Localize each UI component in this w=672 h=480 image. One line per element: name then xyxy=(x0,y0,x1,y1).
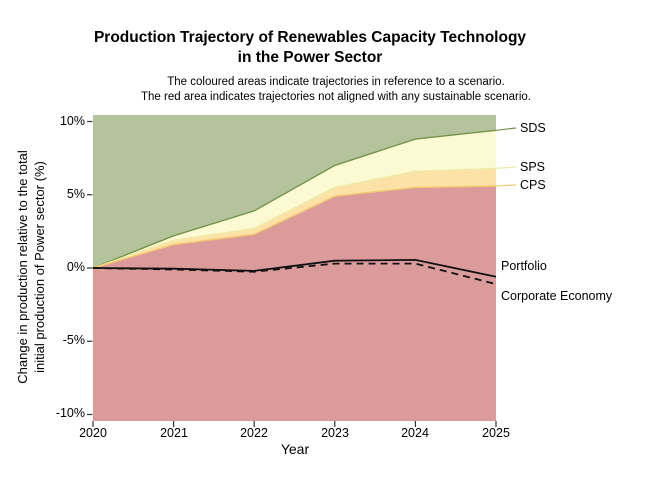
line-sds-boundary xyxy=(92,129,497,269)
x-tick-label-2022: 2022 xyxy=(240,426,268,440)
x-axis-title: Year xyxy=(280,441,310,457)
chart-subtitle: The coloured areas indicate trajectories… xyxy=(0,75,672,105)
y-tick-label-neg5: -5% xyxy=(62,333,85,347)
y-axis-title-line1: Change in production relative to the tot… xyxy=(15,150,30,384)
area-sps-aligned xyxy=(93,130,496,268)
y-tick-label-10: 10% xyxy=(59,114,85,128)
x-tick-label-2021: 2021 xyxy=(160,426,188,440)
chart-subtitle-line1: The coloured areas indicate trajectories… xyxy=(167,76,505,88)
x-tick-label-2025: 2025 xyxy=(482,426,510,440)
line-portfolio xyxy=(92,258,497,278)
line-corporate-economy xyxy=(92,262,497,285)
y-tick-label-5: 5% xyxy=(66,187,85,201)
x-tick-label-2023: 2023 xyxy=(321,426,349,440)
line-sps-boundary xyxy=(92,167,497,269)
y-tick-label-neg10: -10% xyxy=(55,406,85,420)
chart-title-line1: Production Trajectory of Renewables Capa… xyxy=(93,29,527,46)
legend-label-corporate-economy: Corporate Economy xyxy=(501,289,613,303)
x-tick-label-2024: 2024 xyxy=(401,426,429,440)
chart-subtitle-line2: The red area indicates trajectories not … xyxy=(141,91,531,103)
legend-label-sps: SPS xyxy=(520,160,546,174)
area-not-aligned xyxy=(93,186,496,421)
area-cps-aligned xyxy=(93,168,496,268)
line-cps-boundary xyxy=(92,185,497,269)
legend-label-cps: CPS xyxy=(520,178,546,192)
legend-connector-cps xyxy=(495,184,517,187)
legend-connector-sds xyxy=(495,127,517,131)
legend-connector-sps xyxy=(495,166,517,169)
area-sds-aligned xyxy=(93,115,496,268)
chart-title-line2: in the Power Sector xyxy=(237,49,383,66)
x-tick-label-2020: 2020 xyxy=(79,426,107,440)
legend-label-sds: SDS xyxy=(520,121,546,135)
legend-label-portfolio: Portfolio xyxy=(501,259,547,273)
chart-title: Production Trajectory of Renewables Capa… xyxy=(0,28,620,68)
y-tick-label-0: 0% xyxy=(66,260,85,274)
